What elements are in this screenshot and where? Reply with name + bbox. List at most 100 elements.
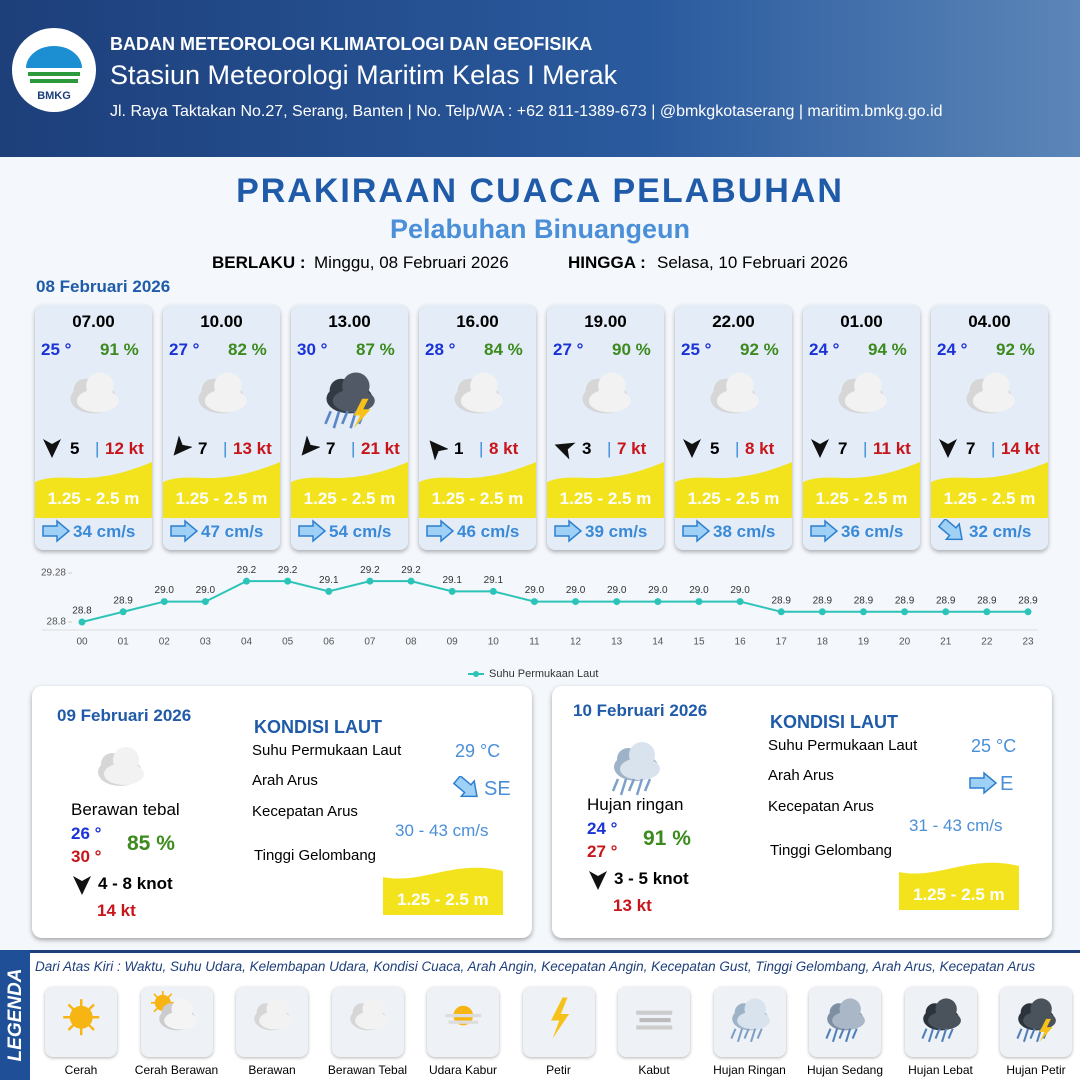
icon-part	[851, 1028, 858, 1039]
temp-max: 30 °	[71, 847, 102, 866]
data-label: 29.2	[401, 565, 421, 576]
temperature: 27 °	[553, 340, 584, 359]
speed-label: Kecepatan Arus	[768, 798, 874, 815]
sst-point	[572, 598, 580, 606]
icon-part	[1016, 1028, 1023, 1039]
separator: |	[479, 439, 484, 458]
icon-part	[619, 778, 628, 796]
x-tick-label: 07	[364, 637, 376, 648]
icon-part	[811, 439, 829, 458]
legend-item: Berawan Tebal	[327, 1063, 408, 1077]
icon-part	[448, 1020, 478, 1024]
icon-part	[291, 462, 408, 518]
legend-item: Cerah Berawan	[134, 1063, 219, 1077]
icon-part	[204, 389, 247, 413]
icon-part	[682, 519, 711, 543]
humidity: 84 %	[484, 340, 523, 359]
weather-icon	[198, 372, 247, 414]
forecast-card: 10.00 27 ° 82 % 7 | 13 kt 1.25 - 2.5 m 47 cm/s	[163, 305, 280, 550]
current-arrow	[298, 519, 327, 543]
sst-value: 25 °C	[971, 736, 1017, 756]
wave-height: 1.25 - 2.5 m	[943, 489, 1036, 508]
data-label: 29.1	[319, 575, 339, 586]
icon-part	[152, 993, 163, 1004]
current-speed: 38 cm/s	[713, 522, 776, 541]
speed-label: Kecepatan Arus	[252, 803, 358, 820]
current-speed: 47 cm/s	[201, 522, 264, 541]
wave-area	[163, 462, 280, 518]
forecast-card: 16.00 28 ° 84 % 1 | 8 kt 1.25 - 2.5 m 46 cm/s	[419, 305, 536, 550]
separator: |	[735, 439, 740, 458]
x-tick-label: 09	[447, 637, 459, 648]
sst-point	[325, 587, 333, 595]
temperature: 24 °	[937, 340, 968, 359]
icon-part	[76, 389, 119, 413]
x-tick-label: 14	[652, 637, 664, 648]
wave-area	[803, 462, 920, 518]
data-label: 29.1	[442, 575, 462, 586]
sst-point	[901, 608, 909, 616]
weather-icon	[70, 372, 119, 414]
sst-point	[777, 608, 785, 616]
icon-part	[749, 1028, 756, 1043]
valid-from-label: BERLAKU :	[212, 253, 306, 272]
wave-area	[291, 462, 408, 518]
icon-part	[163, 1011, 197, 1030]
time: 13.00	[328, 312, 371, 331]
sst-point	[119, 608, 127, 616]
wave-height: 1.25 - 2.5 m	[175, 489, 268, 508]
y-tick-label: 29.28	[41, 568, 66, 579]
valid-to: Selasa, 10 Februari 2026	[657, 253, 848, 272]
icon-part	[1022, 1028, 1030, 1043]
icon-part	[635, 778, 644, 796]
icon-part	[26, 46, 82, 68]
icon-part	[301, 436, 320, 456]
day-date: 10 Februari 2026	[573, 701, 708, 720]
icon-part	[554, 519, 583, 543]
gust: 7 kt	[617, 439, 647, 458]
wave-area	[675, 462, 792, 518]
day-wind-arrow	[73, 876, 91, 895]
current-arrow	[554, 519, 583, 543]
icon-part	[736, 1011, 770, 1030]
data-label: 28.8	[72, 606, 92, 617]
icon-part	[1039, 1018, 1053, 1042]
wind-speed: 3	[582, 439, 592, 458]
x-tick-label: 18	[817, 637, 829, 648]
gust: 21 kt	[361, 439, 400, 458]
icon-part	[844, 389, 887, 413]
dir-value: E	[1000, 773, 1014, 795]
wind-speed: 7	[966, 439, 976, 458]
legend-title: LEGENDA	[5, 968, 26, 1062]
day-gust: 14 kt	[97, 901, 136, 920]
current-speed: 36 cm/s	[841, 522, 904, 541]
icon-part	[80, 1003, 95, 1019]
x-tick-label: 10	[488, 637, 500, 648]
wave-label: Tinggi Gelombang	[254, 847, 377, 864]
data-label: 28.9	[1018, 595, 1038, 606]
icon-part	[931, 462, 1048, 518]
data-label: 29.0	[196, 585, 216, 596]
icon-part	[940, 1028, 947, 1043]
dir-value: SE	[484, 778, 511, 800]
legend-item: Cerah	[64, 1063, 98, 1077]
forecast-card: 22.00 25 ° 92 % 5 | 8 kt 1.25 - 2.5 m 38 cm/s	[675, 305, 792, 550]
data-label: 28.9	[936, 595, 956, 606]
data-label: 29.0	[155, 585, 175, 596]
icon-part	[67, 1003, 83, 1019]
x-tick-label: 00	[76, 637, 88, 648]
agency: BADAN METEOROLOGI KLIMATOLOGI DAN GEOFIS…	[110, 34, 593, 54]
temperature: 28 °	[425, 340, 456, 359]
icon-part	[42, 519, 71, 543]
separator: |	[223, 439, 228, 458]
wave-height: 1.25 - 2.5 m	[47, 489, 140, 508]
wind-arrow	[811, 439, 829, 458]
sst-chart: 28.8 29.28 00 01 02 03 04 05 06 07 08 09 10 11 12 13 14 1…	[41, 565, 1038, 680]
legend-item: Hujan Sedang	[806, 1063, 884, 1077]
forecast-card: 04.00 24 ° 92 % 7 | 14 kt 1.25 - 2.5 m 32 cm/s	[931, 305, 1048, 550]
icon-part	[969, 771, 998, 795]
sst-line	[81, 580, 1028, 623]
icon-part	[426, 519, 455, 543]
legend-item: Berawan	[248, 1063, 296, 1077]
icon-part	[920, 1028, 927, 1039]
